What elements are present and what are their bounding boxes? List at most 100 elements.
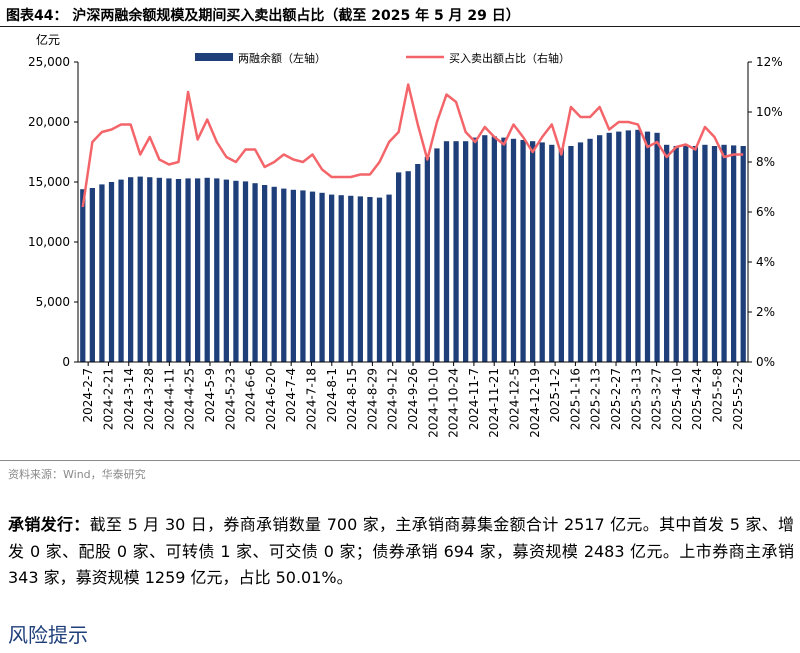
x-tick-label: 2024-9-26 (406, 368, 420, 430)
right-tick-label: 6% (756, 205, 775, 219)
legend-label-line: 买入卖出额占比（右轴） (449, 51, 570, 65)
x-tick-label: 2024-2-7 (81, 368, 95, 422)
bar-point (731, 145, 737, 362)
bar-point (405, 171, 411, 362)
bar-point (472, 137, 478, 362)
margin-balance-chart: 0 5,000 10,000 15,000 20,000 25,000 0% 2% 4% 6% 8… (28, 32, 783, 438)
bar-point (108, 182, 115, 362)
legend-swatch-bar (195, 53, 233, 61)
x-axis-ticks: 2024-2-7 2024-2-21 2024-3-14 2024-3-28 2024-… (81, 362, 745, 438)
x-tick-label: 2024-5-23 (223, 368, 237, 430)
bar-point (549, 144, 555, 362)
bar-point (721, 144, 727, 362)
bar-point (147, 177, 153, 362)
x-tick-label: 2024-6-6 (244, 368, 258, 422)
bar-point (510, 138, 517, 362)
underwriting-paragraph: 承销发行：截至 5 月 30 日，券商承销数量 700 家，主承销商募集金额合计… (8, 512, 794, 592)
x-tick-label: 2025-5-8 (711, 368, 725, 422)
bar-point (204, 177, 210, 362)
x-tick-label: 2024-3-14 (122, 368, 136, 430)
bar-point (300, 190, 306, 362)
bar-point (348, 195, 354, 362)
bar-point (118, 179, 124, 362)
left-tick-label: 25,000 (28, 55, 70, 69)
figure-title: 图表44： 沪深两融余额规模及期间买入卖出额占比（截至 2025 年 5 月 2… (6, 8, 520, 24)
x-tick-label: 2024-10-24 (447, 368, 461, 438)
x-tick-label: 2025-2-27 (609, 368, 623, 430)
bar-point (740, 146, 746, 362)
x-tick-label: 2024-5-9 (203, 368, 217, 422)
right-tick-label: 10% (756, 105, 783, 119)
right-tick-label: 2% (756, 305, 775, 319)
bar-point (137, 176, 143, 362)
bar-point (99, 184, 105, 362)
right-axis-ticks: 0% 2% 4% 6% 8% 10% 12% (748, 55, 783, 369)
x-tick-label: 2024-8-15 (345, 368, 359, 430)
left-axis-unit-label: 亿元 (36, 32, 60, 47)
bar-series-margin-balance (80, 129, 746, 362)
figure-header: 图表44： 沪深两融余额规模及期间买入卖出额占比（截至 2025 年 5 月 2… (0, 0, 800, 27)
bar-point (262, 185, 268, 362)
bar-point (606, 132, 612, 362)
bar-point (338, 195, 344, 362)
bar-point (309, 191, 316, 362)
x-tick-label: 2024-11-21 (487, 368, 501, 438)
x-tick-label: 2025-4-24 (690, 368, 704, 430)
bar-point (357, 196, 363, 362)
x-tick-label: 2025-4-10 (670, 368, 684, 430)
bar-point (214, 178, 220, 362)
bar-point (233, 180, 239, 362)
bar-point (453, 141, 459, 362)
bar-point (319, 192, 325, 362)
bar-point (185, 178, 191, 362)
source-rule (0, 460, 800, 461)
bar-point (386, 194, 392, 362)
x-tick-label: 2024-11-7 (467, 368, 481, 430)
bar-point (415, 164, 421, 362)
x-tick-label: 2024-8-29 (365, 368, 379, 430)
bar-point (530, 141, 536, 362)
bar-point (558, 148, 564, 362)
x-tick-label: 2024-2-21 (101, 368, 115, 430)
bar-point (673, 146, 679, 362)
x-tick-label: 2024-12-5 (508, 368, 522, 430)
x-tick-label: 2025-5-22 (731, 368, 745, 430)
line-series-turnover-ratio (81, 83, 744, 208)
left-tick-label: 20,000 (28, 115, 70, 129)
left-tick-label: 15,000 (28, 175, 70, 189)
x-tick-label: 2024-6-20 (264, 368, 278, 430)
x-tick-label: 2025-1-2 (548, 368, 562, 422)
bar-point (271, 186, 277, 362)
bar-point (242, 181, 249, 362)
bar-point (195, 178, 201, 362)
bar-point (424, 156, 430, 362)
x-tick-label: 2024-3-28 (142, 368, 156, 430)
bar-point (329, 194, 335, 362)
x-tick-label: 2024-12-19 (528, 368, 542, 438)
bar-point (654, 132, 660, 362)
chart-legend: 两融余额（左轴） 买入卖出额占比（右轴） (195, 51, 570, 65)
line-path (81, 83, 744, 208)
bar-point (367, 197, 373, 362)
x-tick-label: 2024-9-12 (386, 368, 400, 430)
bar-point (252, 183, 258, 362)
bar-point (281, 188, 287, 362)
bar-point (290, 189, 296, 362)
bar-point (463, 141, 469, 362)
left-tick-label: 5,000 (36, 295, 70, 309)
x-tick-label: 2024-7-4 (284, 368, 298, 422)
bar-point (80, 189, 86, 362)
x-tick-label: 2024-4-25 (183, 368, 197, 430)
left-axis-ticks: 0 5,000 10,000 15,000 20,000 25,000 (28, 55, 78, 369)
left-tick-label: 10,000 (28, 235, 70, 249)
source-note: 资料来源：Wind，华泰研究 (8, 468, 146, 481)
bar-point (520, 140, 526, 362)
risk-section-title: 风险提示 (8, 623, 88, 647)
bar-point (175, 179, 182, 362)
x-tick-label: 2024-4-11 (162, 368, 176, 430)
bar-point (376, 197, 383, 362)
right-tick-label: 8% (756, 155, 775, 169)
bar-point (491, 136, 497, 362)
bar-point (434, 148, 440, 362)
right-tick-label: 12% (756, 55, 783, 69)
